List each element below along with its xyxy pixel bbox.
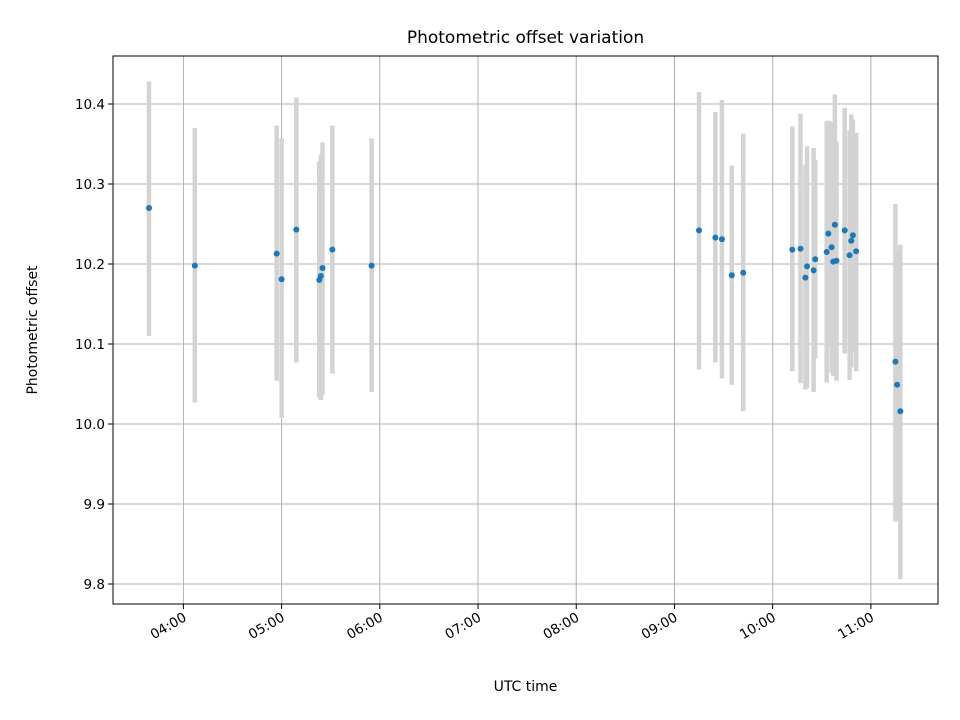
data-point [146, 205, 153, 211]
data-point [789, 246, 796, 253]
data-point [273, 250, 280, 257]
y-tick-label: 9.8 [84, 577, 105, 593]
data-point [897, 408, 904, 415]
data-points [146, 205, 904, 415]
data-point [278, 276, 285, 283]
y-tick-label: 10.3 [75, 177, 105, 193]
y-tick-label: 10.1 [75, 337, 105, 353]
data-point [718, 236, 725, 243]
data-point [293, 226, 300, 233]
data-point [892, 358, 899, 365]
y-tick-label: 10.4 [75, 97, 105, 113]
plot-frame [112, 55, 939, 605]
x-axis-label: UTC time [494, 679, 558, 695]
chart-title: Photometric offset variation [407, 28, 644, 48]
y-tick-label: 10.0 [75, 417, 105, 433]
data-point [696, 227, 703, 234]
data-point [841, 227, 848, 234]
data-point [853, 248, 860, 255]
data-point [191, 262, 198, 269]
data-point [728, 272, 735, 279]
y-tick-label: 9.9 [84, 497, 105, 513]
y-tick-label: 10.2 [75, 257, 105, 273]
y-axis-label: Photometric offset [25, 265, 41, 395]
data-point [319, 265, 326, 271]
data-point [828, 244, 835, 251]
data-point [831, 221, 838, 228]
data-point [317, 273, 324, 279]
data-point [712, 234, 719, 241]
data-point [797, 245, 804, 252]
data-point [849, 232, 856, 239]
data-point [329, 246, 336, 253]
data-point [368, 262, 375, 269]
data-point [812, 256, 819, 263]
data-point [846, 252, 853, 259]
data-point [848, 237, 855, 244]
data-point [825, 230, 832, 237]
data-point [740, 269, 747, 276]
data-point [823, 249, 830, 255]
data-point [833, 257, 840, 264]
data-point [804, 263, 811, 270]
data-point [810, 267, 817, 274]
data-point [802, 274, 809, 281]
data-point [894, 381, 901, 388]
